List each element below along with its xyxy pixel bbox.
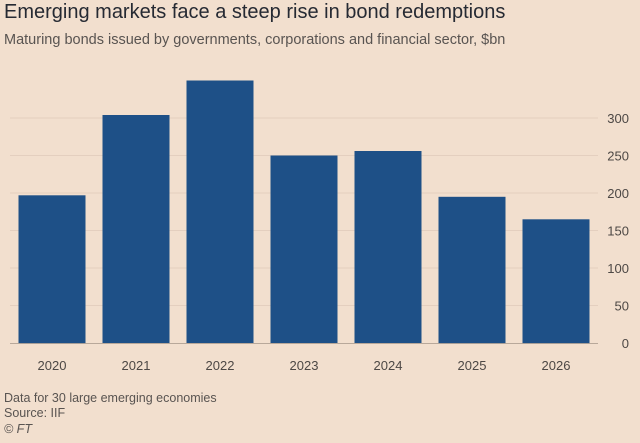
bar-2026 xyxy=(522,219,590,344)
x-tick-label: 2022 xyxy=(206,358,235,373)
bar-2020 xyxy=(18,195,86,344)
bar-2022 xyxy=(186,80,254,343)
y-tick-label: 100 xyxy=(607,261,629,276)
chart-title: Emerging markets face a steep rise in bo… xyxy=(4,1,506,23)
y-axis-ticks: 0 50 100 150 200 250 300 xyxy=(607,111,629,351)
x-axis-ticks: 2020 2021 2022 2023 2024 2025 2026 xyxy=(38,358,571,373)
bar-2021 xyxy=(102,115,170,343)
x-tick-label: 2025 xyxy=(458,358,487,373)
footnote: Data for 30 large emerging economies xyxy=(4,391,217,405)
y-tick-label: 300 xyxy=(607,111,629,126)
credit: © FT xyxy=(4,422,32,436)
bar-2025 xyxy=(438,196,506,344)
y-tick-label: 150 xyxy=(607,224,629,239)
source-note: Source: IIF xyxy=(4,406,66,420)
x-tick-label: 2023 xyxy=(290,358,319,373)
x-tick-label: 2020 xyxy=(38,358,67,373)
x-tick-label: 2021 xyxy=(122,358,151,373)
bars xyxy=(18,80,590,344)
y-tick-label: 0 xyxy=(622,336,629,351)
bar-2024 xyxy=(354,151,422,343)
x-tick-label: 2024 xyxy=(374,358,403,373)
chart-subtitle: Maturing bonds issued by governments, co… xyxy=(4,32,506,48)
y-tick-label: 50 xyxy=(615,299,629,314)
bar-2023 xyxy=(270,155,338,343)
x-tick-label: 2026 xyxy=(542,358,571,373)
y-tick-label: 200 xyxy=(607,186,629,201)
y-tick-label: 250 xyxy=(607,149,629,164)
